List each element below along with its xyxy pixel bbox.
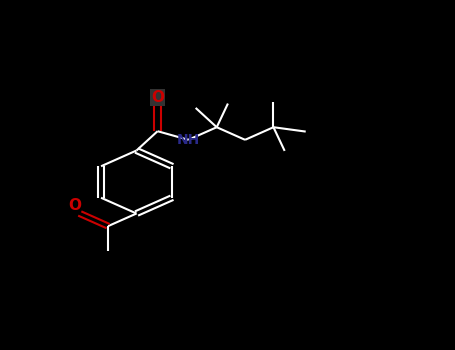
Text: NH: NH — [177, 133, 200, 147]
Text: O: O — [69, 198, 82, 213]
Text: O: O — [151, 90, 164, 105]
